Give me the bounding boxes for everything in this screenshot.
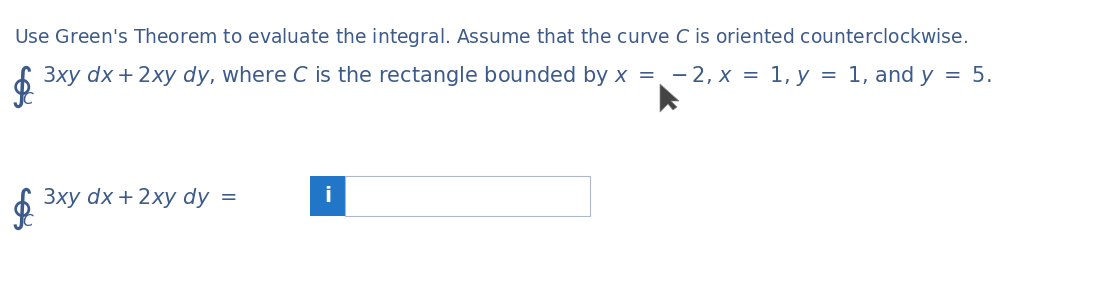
Text: i: i (324, 186, 331, 206)
Text: $3xy\ dx + 2xy\ dy$, where $C$ is the rectangle bounded by $x\ =\ -2$, $x\ =\ 1$: $3xy\ dx + 2xy\ dy$, where $C$ is the re… (42, 64, 991, 88)
Text: $\oint$: $\oint$ (10, 64, 32, 110)
Text: $C$: $C$ (22, 213, 35, 229)
FancyBboxPatch shape (345, 176, 590, 216)
Polygon shape (659, 84, 680, 112)
FancyBboxPatch shape (310, 176, 345, 216)
Text: $3xy\ dx + 2xy\ dy\ =$: $3xy\ dx + 2xy\ dy\ =$ (42, 186, 236, 210)
Text: Use Green's Theorem to evaluate the integral. Assume that the curve $C$ is orien: Use Green's Theorem to evaluate the inte… (14, 26, 968, 49)
Text: $\oint$: $\oint$ (10, 186, 32, 233)
Text: $C$: $C$ (22, 91, 35, 107)
